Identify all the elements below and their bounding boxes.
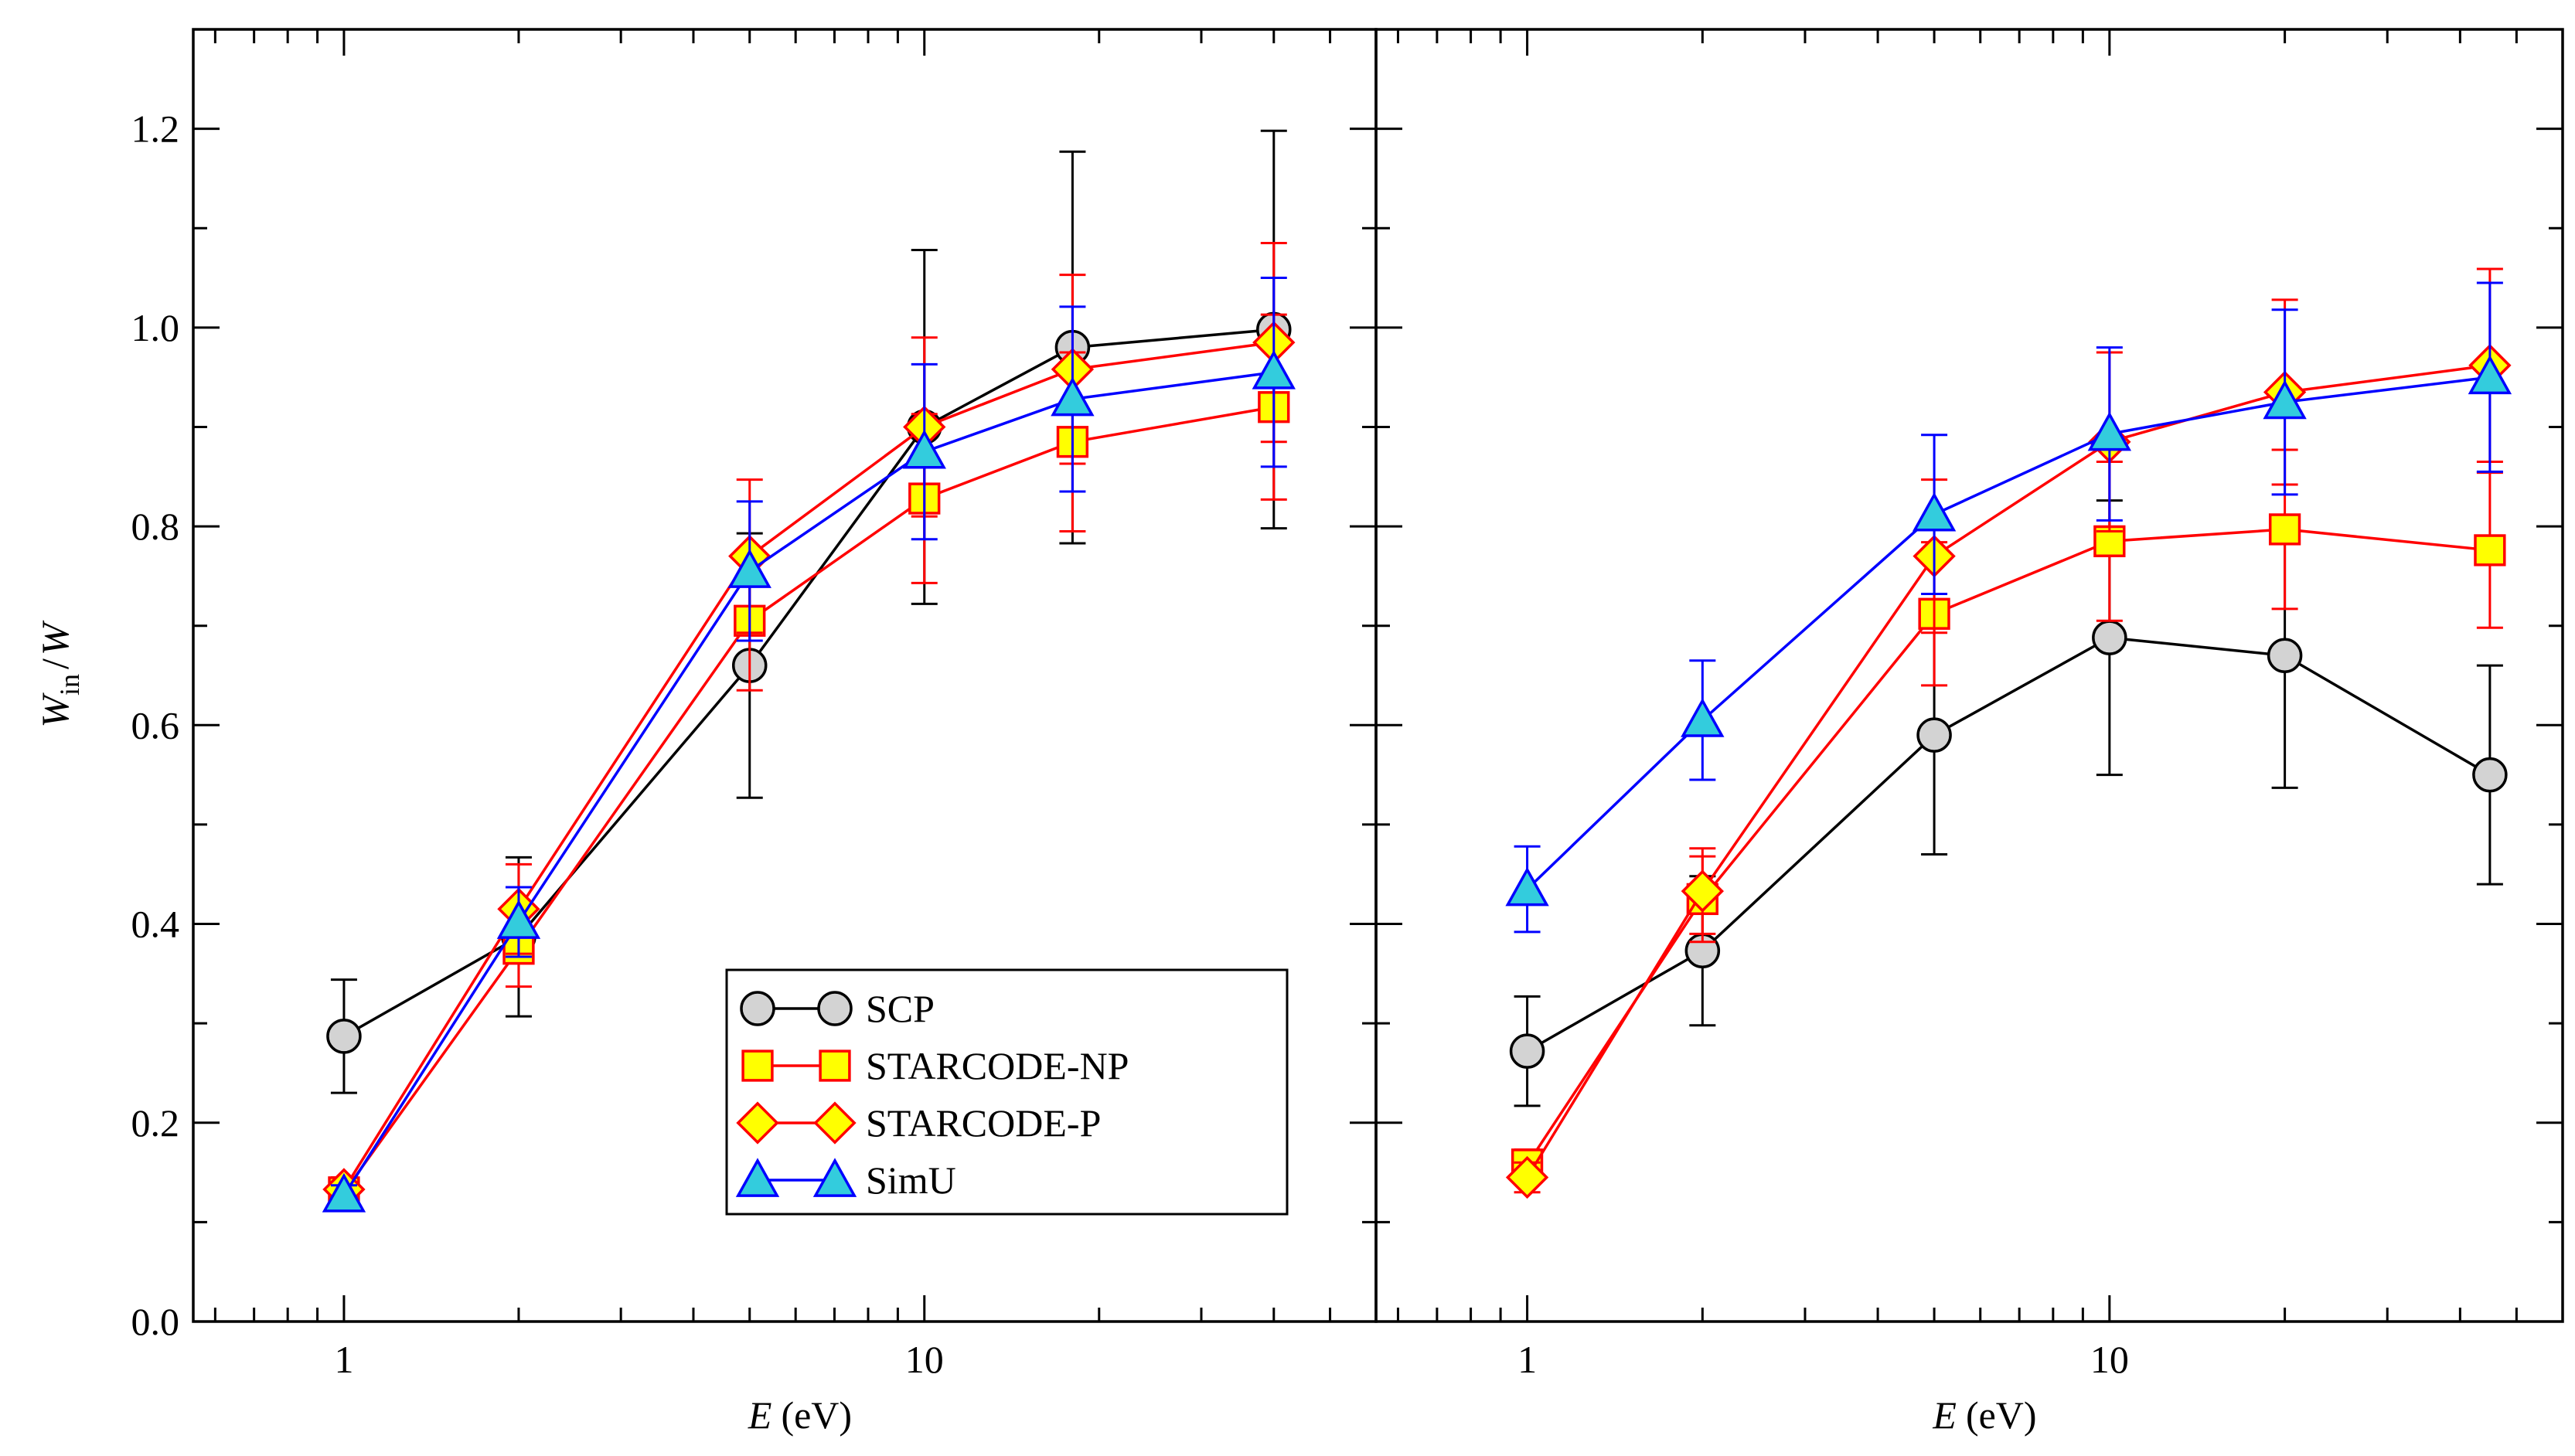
- data-point: [1505, 1155, 1549, 1199]
- legend-label: STARCODE-P: [866, 1101, 1101, 1145]
- y-tick-label: 0.2: [131, 1101, 180, 1145]
- y-label-sub: in: [54, 674, 85, 696]
- y-tick-label: 0.6: [131, 703, 180, 747]
- data-point: [2087, 411, 2132, 451]
- x-tick-label: 10: [905, 1338, 944, 1381]
- data-point: [2267, 638, 2303, 674]
- legend-box: [725, 968, 1289, 1216]
- data-point: [1051, 376, 1095, 417]
- right-panel: 1 10 E (eV): [1374, 28, 2564, 1437]
- series-line: [342, 406, 1275, 1193]
- series-simu: [1505, 281, 2512, 934]
- legend-label: STARCODE-NP: [866, 1044, 1129, 1087]
- data-point: [1509, 1033, 1545, 1069]
- y-label-denom: W: [33, 620, 77, 655]
- series-line: [342, 370, 1275, 1196]
- series-line: [1526, 376, 2491, 890]
- legend-marker: [812, 1158, 857, 1197]
- legend-entry: SimU: [735, 1158, 956, 1202]
- data-point: [326, 1019, 362, 1054]
- data-point: [1505, 866, 1549, 907]
- y-tick-label: 1.0: [131, 306, 180, 349]
- data-point: [2468, 355, 2512, 395]
- data-point: [1681, 698, 1725, 737]
- data-point: [2263, 379, 2307, 420]
- legend: SCP STARCODE-NP STARCODE-P SimU: [725, 968, 1289, 1216]
- x-tick-label: 1: [1517, 1338, 1537, 1381]
- series-simu: [322, 277, 1296, 1213]
- legend-marker: [740, 991, 775, 1026]
- legend-entry: SCP: [740, 987, 935, 1030]
- y-axis-label-text: Win / W: [33, 620, 85, 728]
- series-line: [1526, 636, 2491, 1053]
- x-axis-label-unit: (eV): [1966, 1393, 2037, 1437]
- data-point: [2472, 757, 2508, 793]
- y-tick-label: 0.0: [131, 1300, 180, 1343]
- legend-entry: STARCODE-NP: [741, 1044, 1129, 1087]
- x-axis-label-unit: (eV): [781, 1393, 852, 1437]
- series-line: [1526, 363, 2491, 1179]
- legend-marker: [817, 991, 853, 1026]
- left-panel: 0.0 0.2 0.4 0.6 0.8 1.0 1.2 1 10 E (eV): [131, 28, 1378, 1437]
- legend-marker: [735, 1158, 780, 1197]
- data-point: [727, 549, 771, 588]
- plot-frame: [1374, 28, 2564, 1323]
- legend-marker: [819, 1049, 851, 1082]
- legend-marker: [813, 1101, 857, 1145]
- x-axis-label-var: E: [1932, 1393, 1957, 1437]
- x-axis-label-var: E: [748, 1393, 772, 1437]
- data-point: [496, 900, 541, 939]
- data-point: [2092, 620, 2127, 655]
- y-tick-label: 0.8: [131, 505, 180, 548]
- legend-marker: [736, 1101, 779, 1145]
- legend-entry: STARCODE-P: [736, 1101, 1101, 1145]
- data-point: [1912, 492, 1957, 532]
- data-point: [902, 429, 946, 469]
- data-point: [1916, 717, 1952, 753]
- data-point: [1681, 869, 1725, 913]
- legend-marker: [741, 1049, 774, 1082]
- y-label-slash: /: [33, 658, 77, 669]
- x-axis-label: E (eV): [748, 1393, 852, 1437]
- data-point: [322, 1172, 366, 1213]
- y-tick-label: 1.2: [131, 107, 180, 151]
- series-line: [342, 341, 1275, 1190]
- series-line: [1526, 528, 2491, 1165]
- data-point: [1252, 349, 1296, 390]
- y-tick-label: 0.4: [131, 903, 180, 946]
- y-label-base: W: [33, 692, 77, 728]
- y-axis-label: Win / W: [33, 620, 85, 728]
- x-tick-label: 1: [334, 1338, 353, 1381]
- x-axis-label: E (eV): [1932, 1393, 2036, 1437]
- data-point: [2268, 513, 2301, 546]
- legend-label: SCP: [866, 987, 935, 1030]
- data-point: [2474, 534, 2506, 566]
- x-tick-label: 10: [2090, 1338, 2129, 1381]
- legend-label: SimU: [866, 1158, 956, 1202]
